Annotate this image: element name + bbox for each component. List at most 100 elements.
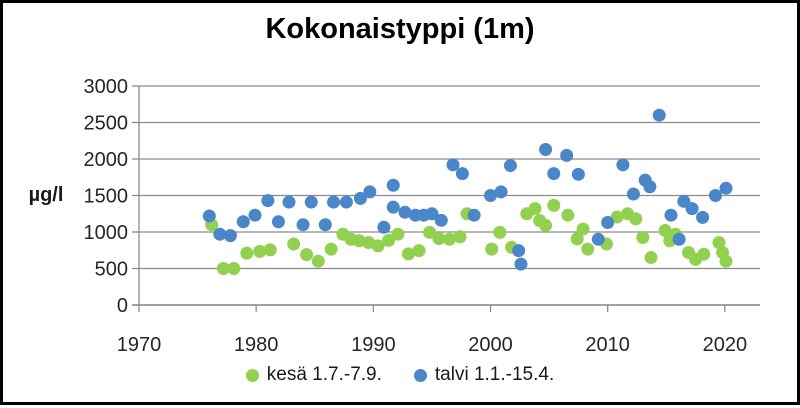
data-point-talvi (386, 178, 400, 192)
x-tick-label: 1970 (117, 334, 162, 356)
data-point-kesa (644, 251, 658, 265)
data-point-talvi (652, 108, 666, 122)
data-point-kesa (412, 244, 426, 258)
chart-title: Kokonaistyppi (1m) (265, 13, 535, 45)
data-point-kesa (391, 227, 405, 241)
data-point-kesa (401, 247, 415, 261)
data-point-talvi (719, 181, 733, 195)
data-point-kesa (561, 208, 575, 222)
data-point-talvi (202, 209, 216, 223)
data-point-talvi (571, 167, 585, 181)
x-tick-label: 2000 (468, 334, 513, 356)
data-point-kesa (528, 202, 542, 216)
data-point-talvi (455, 167, 469, 181)
data-point-talvi (236, 215, 250, 229)
data-point-kesa (324, 242, 338, 256)
legend-label-kesa: kesä 1.7.-7.9. (266, 364, 382, 385)
data-point-talvi (353, 191, 367, 205)
data-point-talvi (223, 229, 237, 243)
x-tick-label: 2010 (585, 334, 630, 356)
data-point-talvi (467, 208, 481, 222)
data-point-talvi (363, 185, 377, 199)
data-point-kesa (216, 262, 230, 275)
data-point-kesa (697, 247, 711, 261)
data-point-talvi (271, 215, 285, 229)
data-point-talvi (708, 189, 722, 202)
y-tick-label: 0 (117, 295, 128, 317)
data-point-talvi (685, 202, 699, 216)
data-point-kesa (371, 239, 385, 253)
data-point-kesa (311, 254, 325, 268)
data-point-talvi (503, 159, 517, 173)
data-point-kesa (227, 262, 241, 275)
x-tick-label: 1990 (351, 334, 396, 356)
legend-item-kesa: kesä 1.7.-7.9. (245, 364, 382, 386)
data-point-kesa (576, 222, 590, 236)
data-point-talvi (398, 205, 412, 219)
data-point-talvi (494, 185, 508, 199)
data-point-kesa (443, 232, 456, 246)
data-point-talvi (539, 143, 553, 157)
data-point-kesa (629, 212, 643, 226)
data-point-talvi (616, 158, 630, 172)
data-point-talvi (386, 200, 400, 214)
data-point-kesa (300, 248, 314, 262)
scatter-plot-area: 0 500 1000 1500 2000 2500 3000 1970 1980 1990 2000… (84, 76, 760, 356)
data-point-kesa (636, 230, 650, 244)
data-point-talvi (377, 220, 391, 234)
data-point-kesa (432, 232, 446, 246)
data-point-talvi (213, 227, 227, 241)
y-tick-label: 500 (95, 259, 128, 281)
kesa-series-marker-icon (245, 368, 259, 382)
data-point-talvi (446, 158, 460, 172)
legend-item-talvi: talvi 1.1.-15.4. (413, 364, 555, 386)
data-point-talvi (327, 195, 341, 209)
data-point-kesa (485, 242, 499, 256)
data-point-talvi (339, 195, 353, 209)
data-point-talvi (672, 232, 686, 246)
data-point-kesa (453, 230, 467, 244)
data-point-kesa (263, 243, 277, 257)
data-point-talvi (304, 195, 318, 209)
data-point-kesa (382, 233, 396, 247)
data-point-kesa (610, 210, 624, 224)
data-point-kesa (493, 225, 507, 239)
data-point-talvi (248, 208, 262, 222)
y-tick-label: 1000 (84, 222, 129, 244)
data-point-kesa (581, 242, 595, 256)
x-tick-label: 2020 (703, 334, 748, 356)
data-point-talvi (282, 195, 296, 209)
data-point-kesa (240, 246, 254, 260)
data-point-talvi (484, 189, 498, 202)
data-point-talvi (434, 213, 448, 227)
y-tick-label: 2500 (84, 113, 129, 135)
y-tick-label: 1500 (84, 186, 129, 208)
y-axis-unit-label: µg/l (28, 184, 64, 206)
y-tick-label: 3000 (84, 76, 129, 98)
data-point-kesa (719, 254, 733, 268)
data-point-talvi (514, 257, 528, 271)
data-point-talvi (591, 232, 605, 246)
data-point-talvi (560, 148, 574, 162)
data-point-kesa (547, 198, 561, 212)
data-point-kesa (287, 237, 301, 251)
data-point-kesa (423, 225, 437, 239)
y-tick-label: 2000 (84, 149, 129, 171)
data-point-talvi (664, 208, 678, 222)
data-point-talvi (425, 207, 439, 221)
data-point-talvi (261, 194, 275, 208)
data-point-talvi (643, 180, 657, 194)
data-point-talvi (318, 218, 332, 232)
data-point-talvi (547, 167, 561, 181)
data-point-kesa (253, 244, 267, 258)
data-point-talvi (512, 244, 526, 258)
x-tick-label: 1980 (234, 334, 279, 356)
data-point-talvi (601, 216, 615, 230)
data-point-kesa (658, 224, 672, 238)
data-point-talvi (626, 187, 640, 201)
data-point-kesa (712, 236, 726, 250)
talvi-series-marker-icon (413, 368, 427, 382)
data-point-talvi (696, 210, 710, 224)
legend-label-talvi: talvi 1.1.-15.4. (434, 364, 555, 385)
